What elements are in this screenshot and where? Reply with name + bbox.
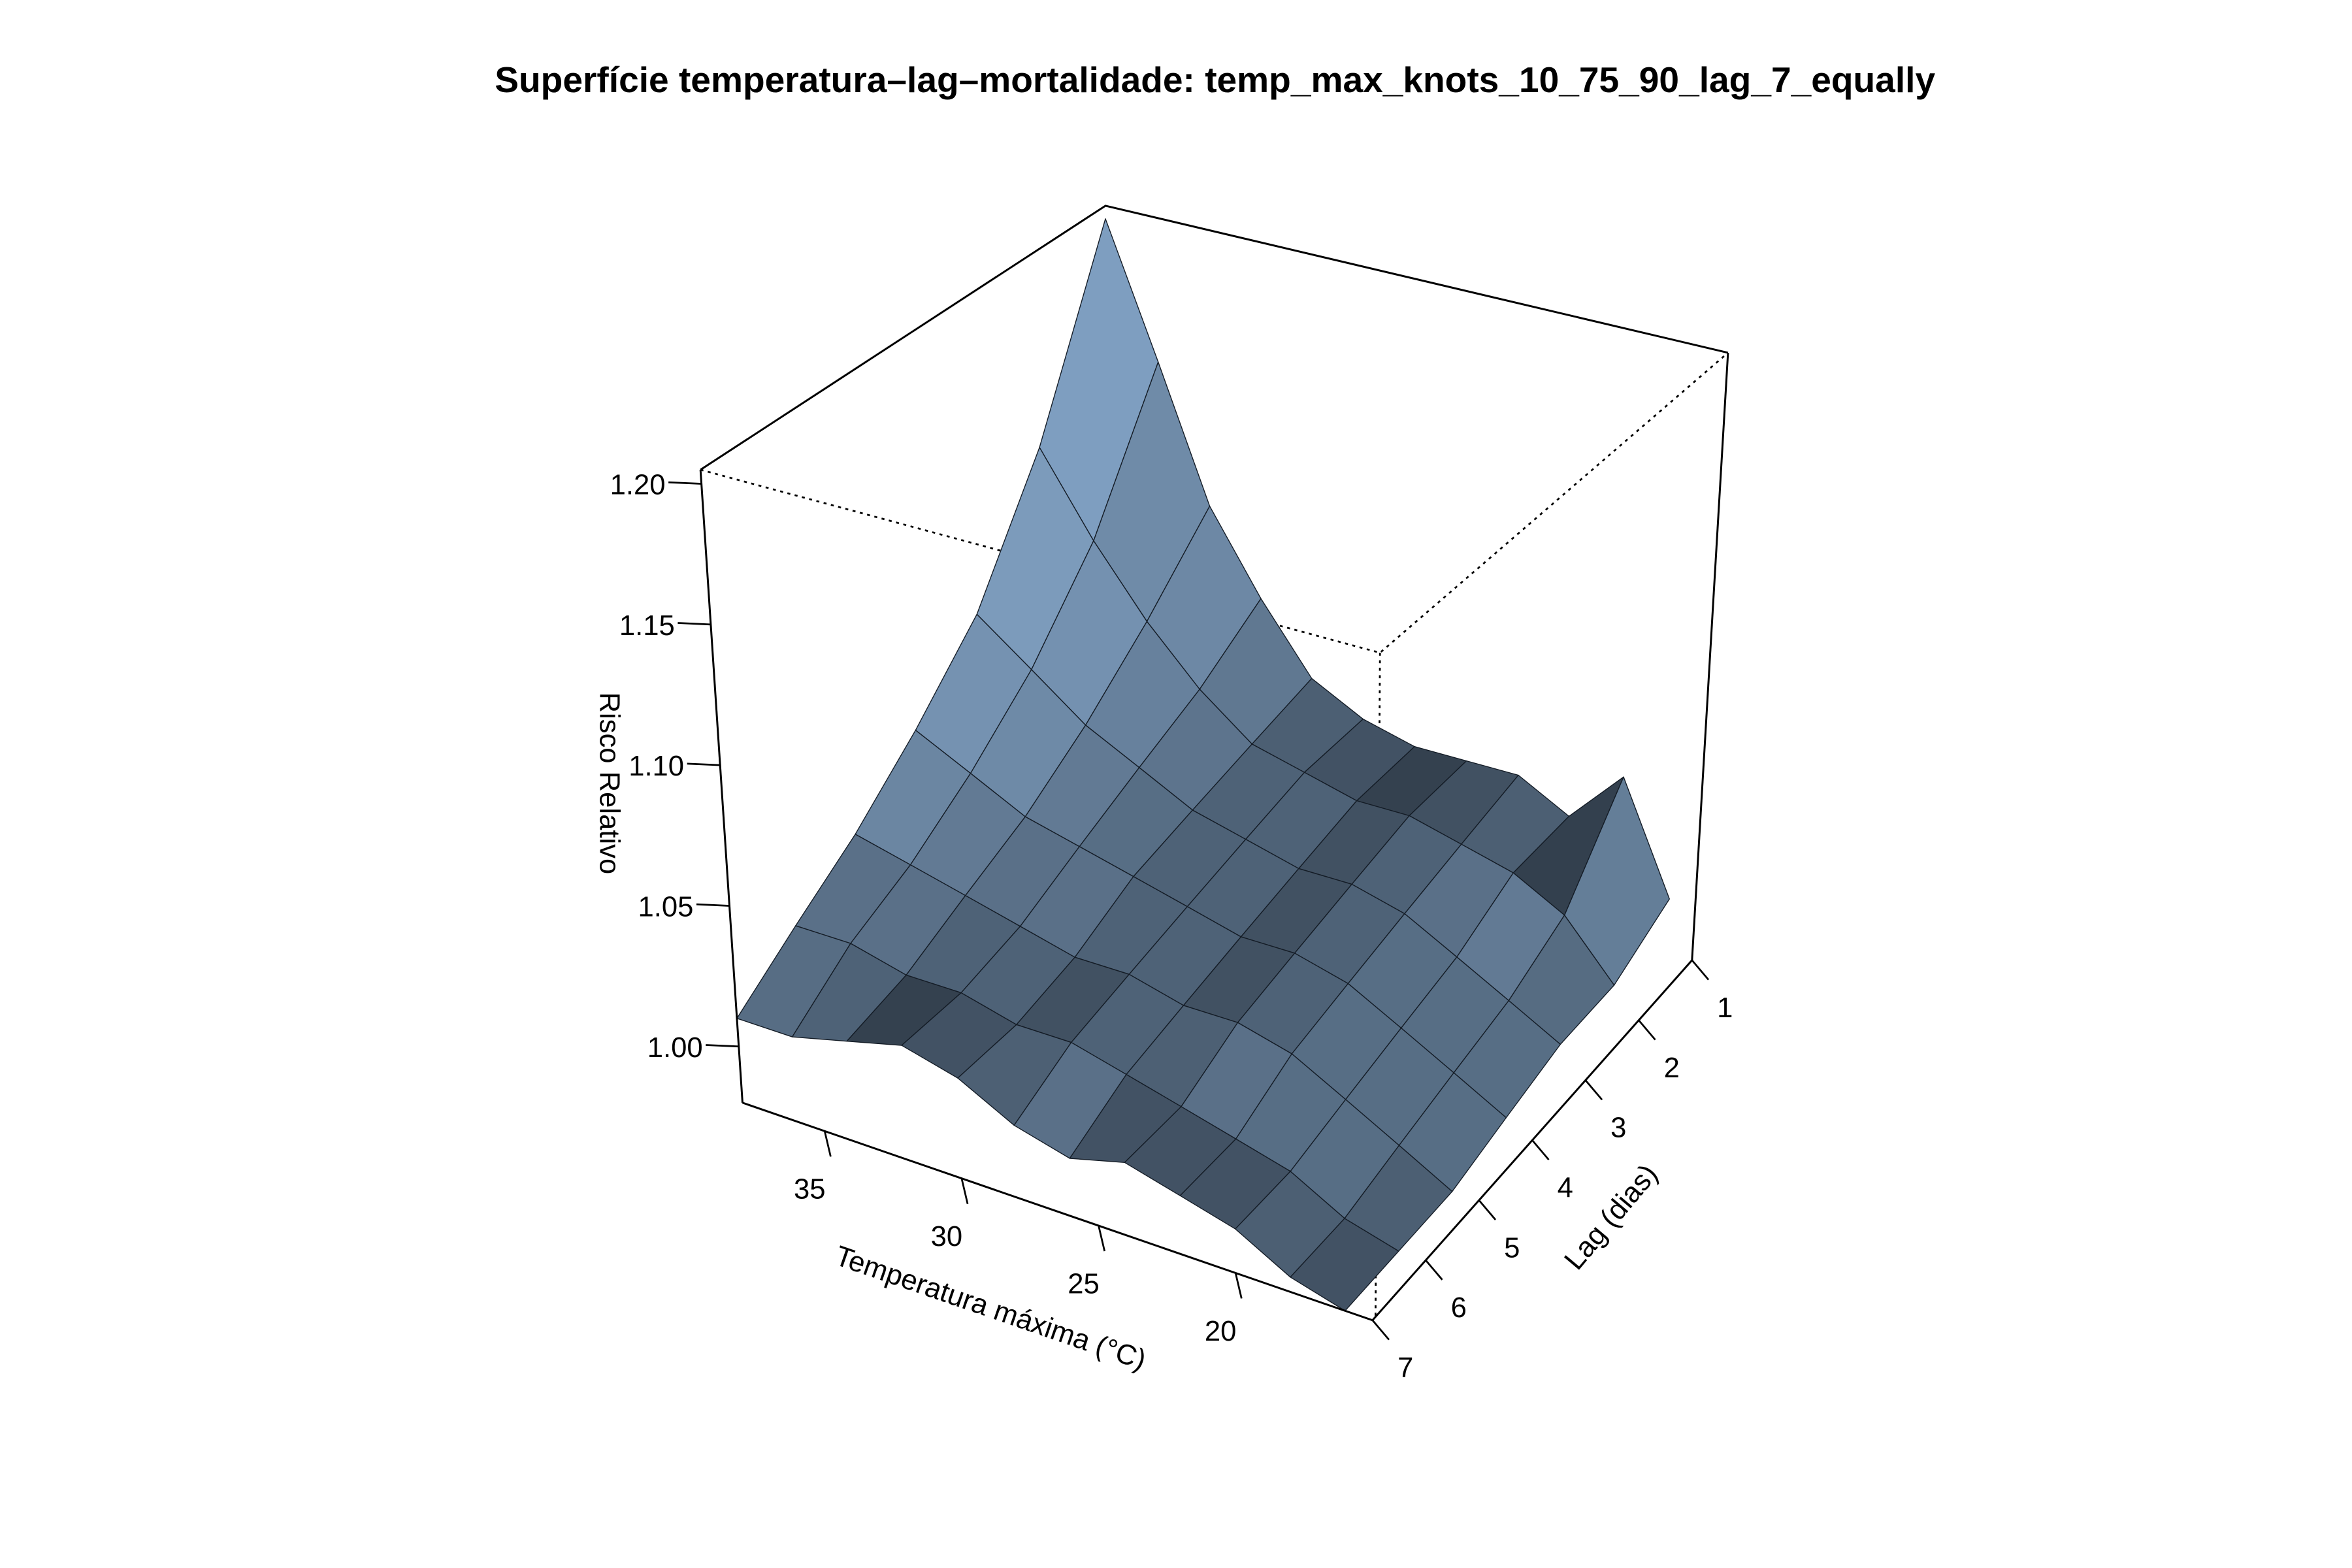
x-axis-label: Temperatura máxima (°C) bbox=[831, 1240, 1150, 1376]
z-tick bbox=[678, 622, 711, 626]
y-tick bbox=[1425, 1260, 1443, 1281]
y-tick-label: 2 bbox=[1664, 1053, 1680, 1084]
x-tick-label: 35 bbox=[794, 1174, 826, 1205]
x-tick-label: 30 bbox=[931, 1221, 963, 1252]
y-tick-label: 1 bbox=[1717, 992, 1733, 1024]
z-tick-label: 1.15 bbox=[619, 610, 675, 642]
z-tick-label: 1.05 bbox=[638, 892, 693, 923]
box-edge bbox=[699, 469, 743, 1103]
x-tick-label: 25 bbox=[1068, 1268, 1100, 1299]
z-tick-label: 1.00 bbox=[647, 1032, 703, 1064]
z-tick bbox=[687, 762, 721, 766]
y-tick bbox=[1478, 1200, 1497, 1220]
y-tick bbox=[1531, 1139, 1550, 1161]
x-tick bbox=[1098, 1225, 1106, 1252]
y-tick bbox=[1584, 1079, 1603, 1101]
surface bbox=[736, 218, 1670, 1312]
x-tick bbox=[960, 1178, 969, 1205]
z-tick-label: 1.20 bbox=[610, 470, 666, 501]
z-axis-label: Risco Relativo bbox=[593, 692, 625, 874]
y-tick bbox=[1371, 1319, 1390, 1341]
y-tick bbox=[1638, 1019, 1656, 1041]
x-tick-label: 20 bbox=[1205, 1316, 1237, 1347]
y-tick-label: 4 bbox=[1558, 1173, 1573, 1204]
z-tick bbox=[668, 481, 702, 485]
box-edge bbox=[700, 351, 1729, 654]
y-tick-label: 3 bbox=[1610, 1113, 1626, 1144]
y-tick-label: 5 bbox=[1504, 1232, 1520, 1264]
z-tick bbox=[706, 1044, 739, 1048]
box-edge bbox=[700, 204, 1729, 471]
surface-facet bbox=[1290, 1218, 1399, 1312]
y-axis-label: Lag (dias) bbox=[1558, 1158, 1663, 1275]
y-tick-label: 6 bbox=[1451, 1292, 1467, 1324]
z-tick-label: 1.10 bbox=[629, 751, 684, 782]
y-tick bbox=[1691, 959, 1710, 981]
y-tick-label: 7 bbox=[1397, 1352, 1413, 1384]
x-tick bbox=[823, 1130, 832, 1157]
chart-title: Superfície temperatura–lag–mortalidade: … bbox=[495, 59, 1935, 100]
x-tick bbox=[1234, 1273, 1243, 1299]
z-tick bbox=[696, 903, 730, 907]
box-edge bbox=[1691, 352, 1729, 960]
